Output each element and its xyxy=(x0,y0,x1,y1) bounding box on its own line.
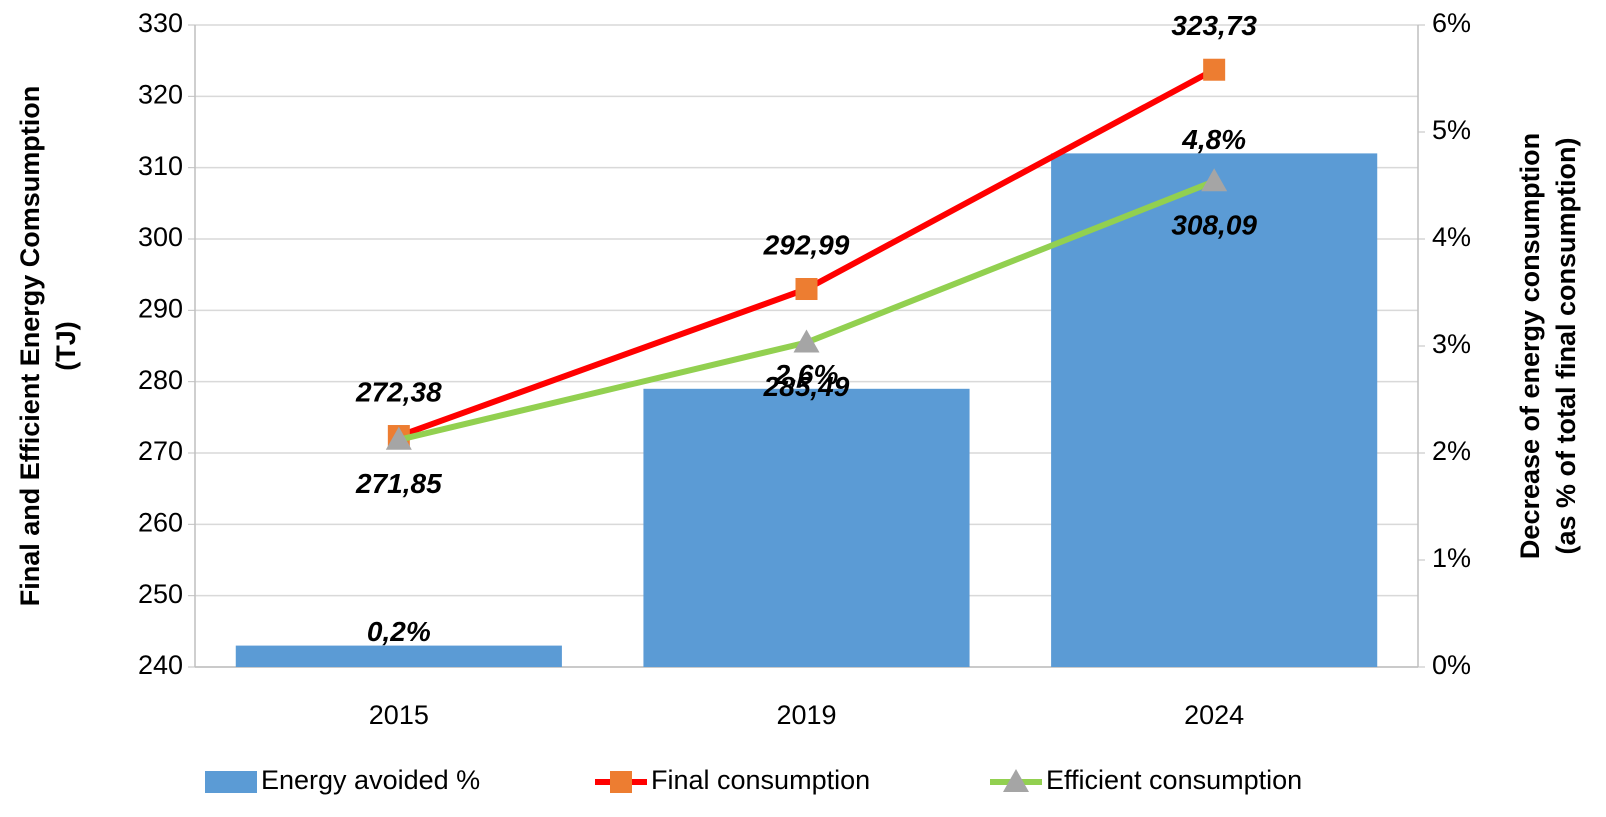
y2-tick-label: 6% xyxy=(1432,8,1471,38)
y2-tick-label: 2% xyxy=(1432,436,1471,466)
bar-value-label: 0,2% xyxy=(367,616,431,647)
marker xyxy=(795,278,818,301)
legend-marker xyxy=(1003,769,1029,792)
line-value-label: 308,09 xyxy=(1171,210,1257,241)
legend-swatch xyxy=(205,771,257,793)
y-tick-label: 320 xyxy=(138,79,183,109)
y-tick-label: 330 xyxy=(138,8,183,38)
bar-value-label: 2,6% xyxy=(774,359,839,390)
y-tick-label: 310 xyxy=(138,151,183,181)
y-tick-label: 300 xyxy=(138,222,183,252)
y2-tick-label: 3% xyxy=(1432,329,1471,359)
x-tick-label: 2019 xyxy=(776,700,836,730)
x-tick-label: 2024 xyxy=(1184,700,1244,730)
bar xyxy=(1051,153,1378,667)
y-tick-label: 240 xyxy=(138,650,183,680)
y-axis-title: Final and Efficient Energy Comsumption xyxy=(15,86,45,607)
line-value-label: 323,73 xyxy=(1171,10,1257,41)
bar xyxy=(235,645,562,667)
y2-tick-label: 5% xyxy=(1432,115,1471,145)
x-tick-label: 2015 xyxy=(369,700,429,730)
legend-label: Energy avoided % xyxy=(261,765,480,795)
line-value-label: 285,49 xyxy=(763,371,850,402)
line-value-label: 272,38 xyxy=(355,376,442,407)
line-value-label: 271,85 xyxy=(355,468,442,499)
y-tick-label: 290 xyxy=(138,293,183,323)
y2-tick-label: 4% xyxy=(1432,222,1471,252)
y2-tick-label: 1% xyxy=(1432,543,1471,573)
y-tick-label: 250 xyxy=(138,579,183,609)
marker xyxy=(385,426,412,450)
line-value-label: 292,99 xyxy=(763,229,850,260)
y-axis-title: (TJ) xyxy=(51,321,81,371)
y2-tick-label: 0% xyxy=(1432,650,1471,680)
bar-value-label: 4,8% xyxy=(1181,124,1246,155)
marker xyxy=(1203,58,1226,81)
bar xyxy=(643,388,970,667)
marker xyxy=(793,329,820,353)
y-tick-label: 280 xyxy=(138,365,183,395)
legend-marker xyxy=(610,771,632,793)
y2-axis-title: (as % of total final consumption) xyxy=(1551,138,1581,555)
legend-label: Efficient consumption xyxy=(1046,765,1302,795)
y-tick-label: 270 xyxy=(138,436,183,466)
y-tick-label: 260 xyxy=(138,507,183,537)
legend-label: Final consumption xyxy=(651,765,870,795)
marker xyxy=(1201,168,1228,192)
y2-axis-title: Decrease of energy consumption xyxy=(1515,133,1545,559)
